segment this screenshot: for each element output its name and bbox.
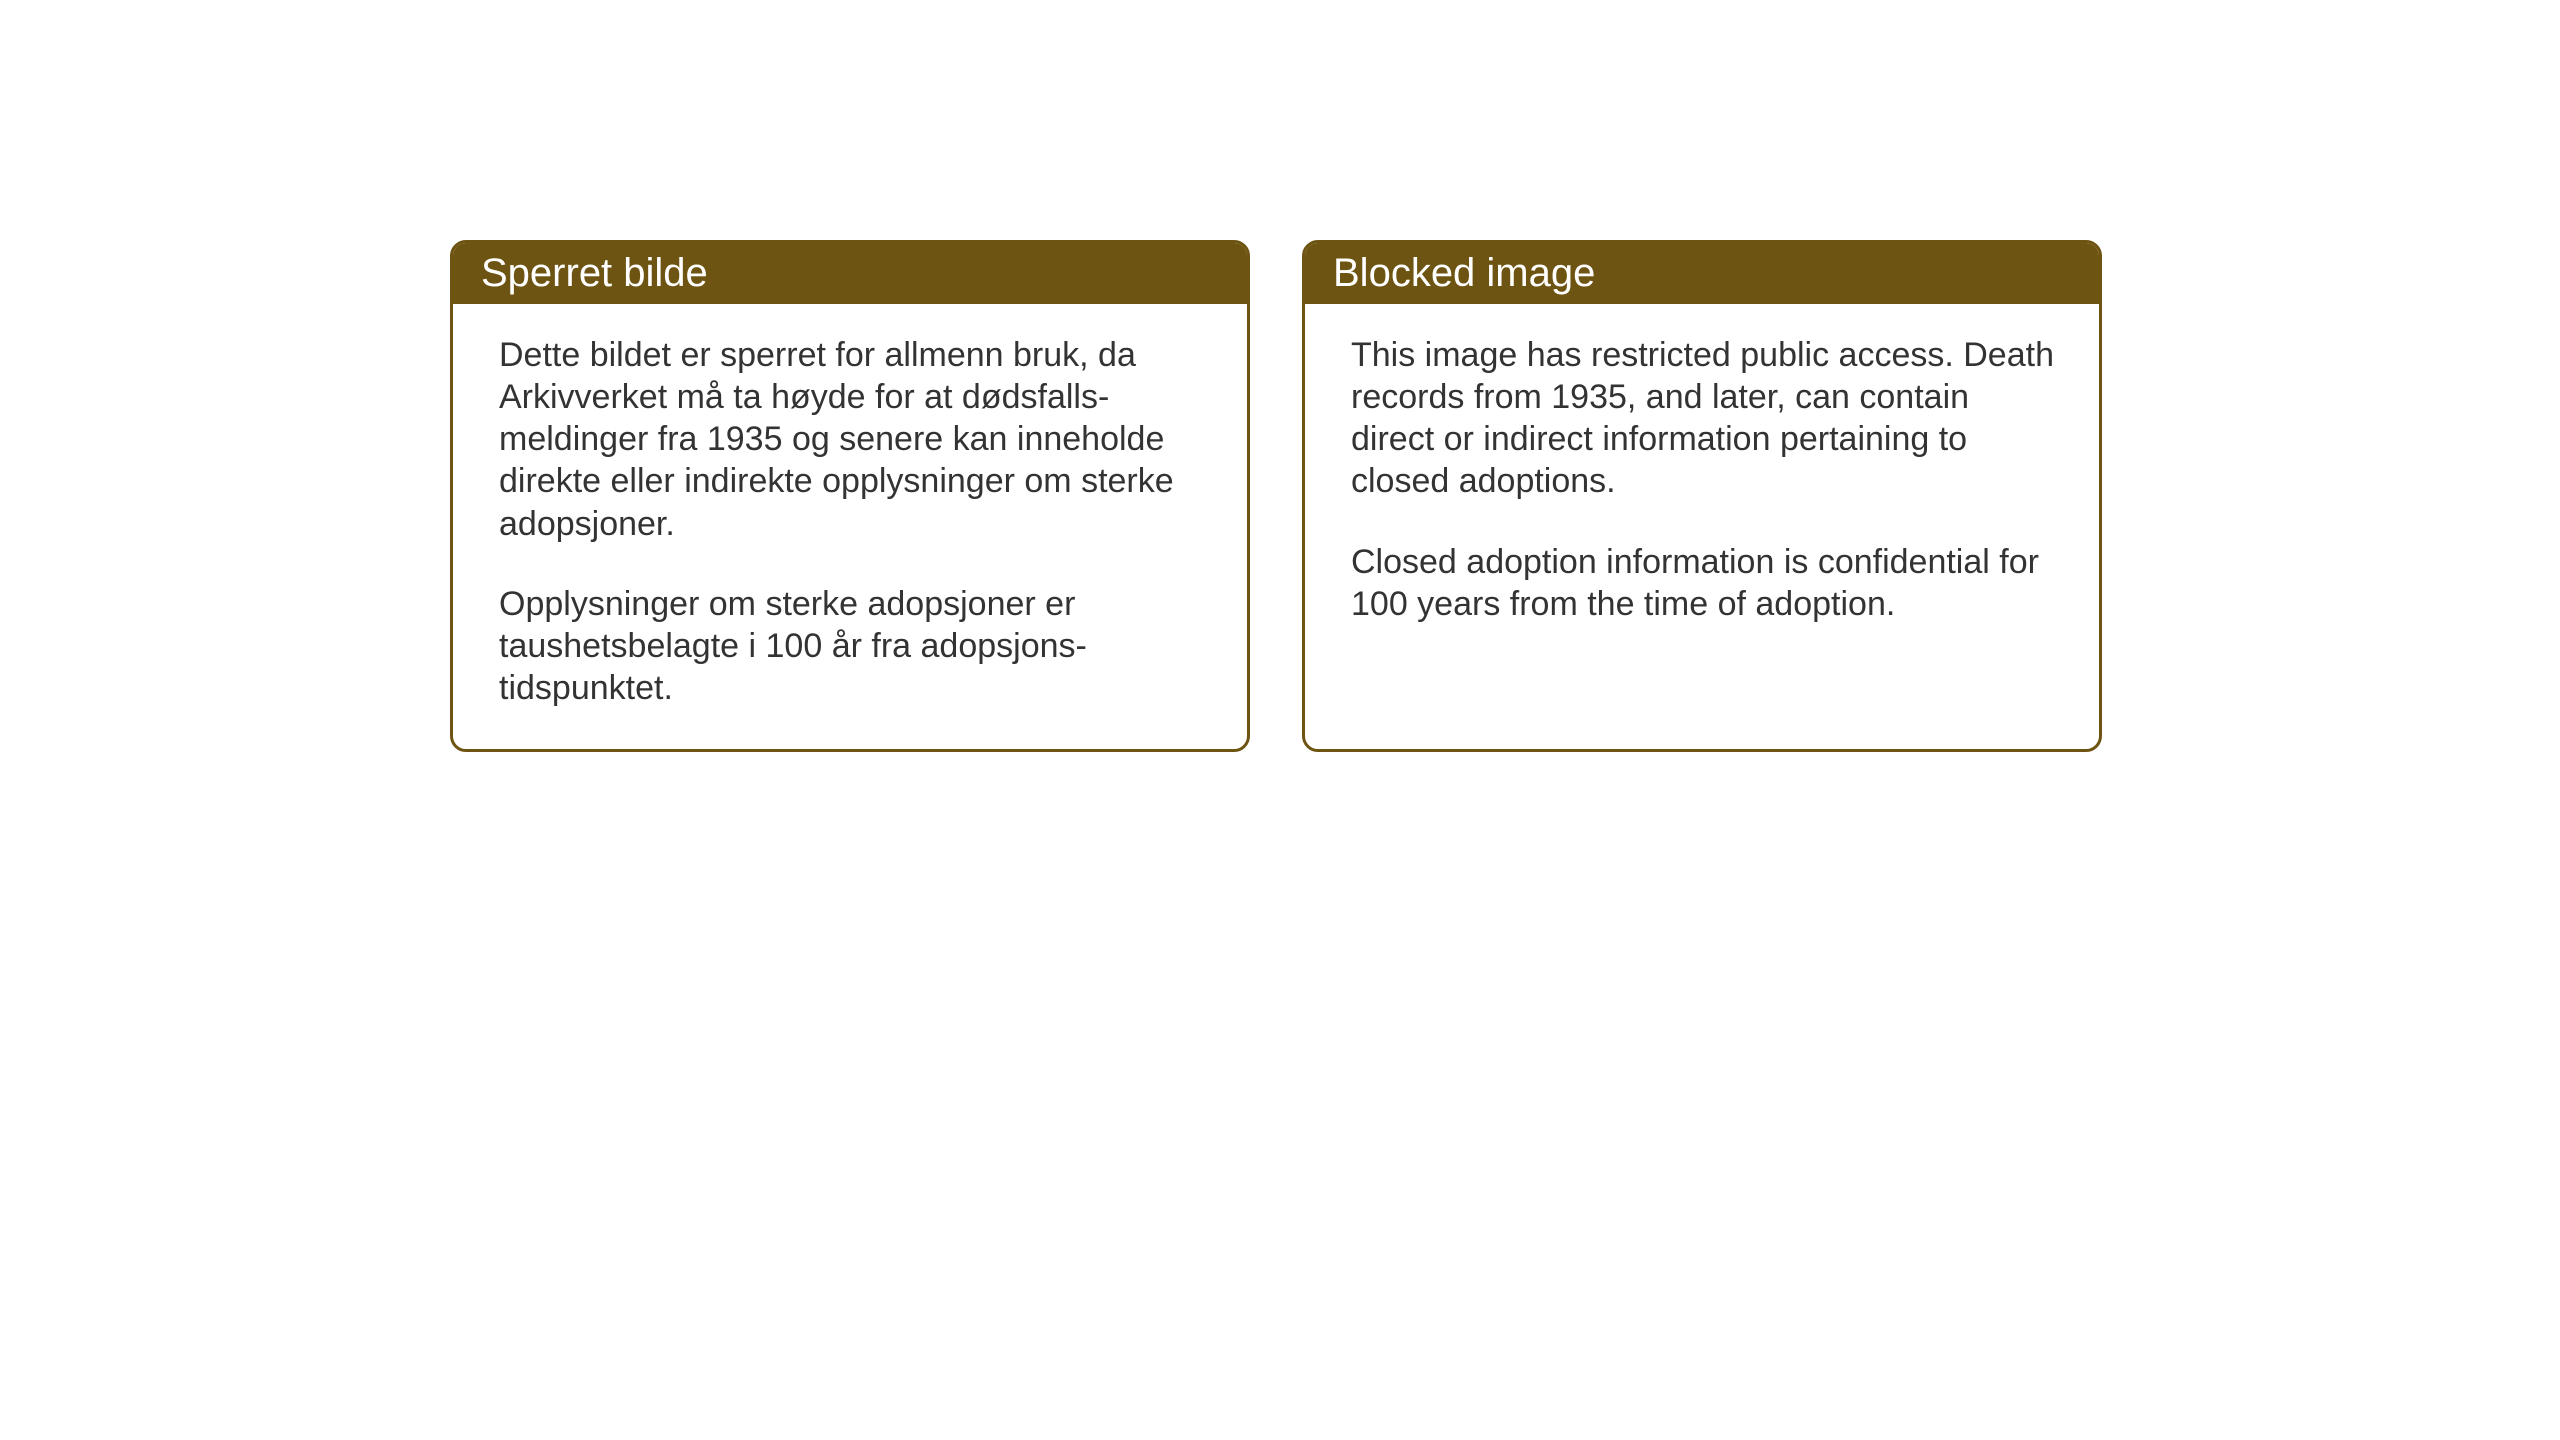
norwegian-notice-body: Dette bildet er sperret for allmenn bruk… xyxy=(453,304,1247,749)
norwegian-notice-title: Sperret bilde xyxy=(453,243,1247,304)
english-notice-title: Blocked image xyxy=(1305,243,2099,304)
notice-container: Sperret bilde Dette bildet er sperret fo… xyxy=(450,240,2102,752)
norwegian-notice-box: Sperret bilde Dette bildet er sperret fo… xyxy=(450,240,1250,752)
english-paragraph-1: This image has restricted public access.… xyxy=(1351,334,2059,503)
english-notice-body: This image has restricted public access.… xyxy=(1305,304,2099,665)
english-paragraph-2: Closed adoption information is confident… xyxy=(1351,541,2059,625)
norwegian-paragraph-1: Dette bildet er sperret for allmenn bruk… xyxy=(499,334,1207,545)
norwegian-paragraph-2: Opplysninger om sterke adopsjoner er tau… xyxy=(499,583,1207,709)
english-notice-box: Blocked image This image has restricted … xyxy=(1302,240,2102,752)
